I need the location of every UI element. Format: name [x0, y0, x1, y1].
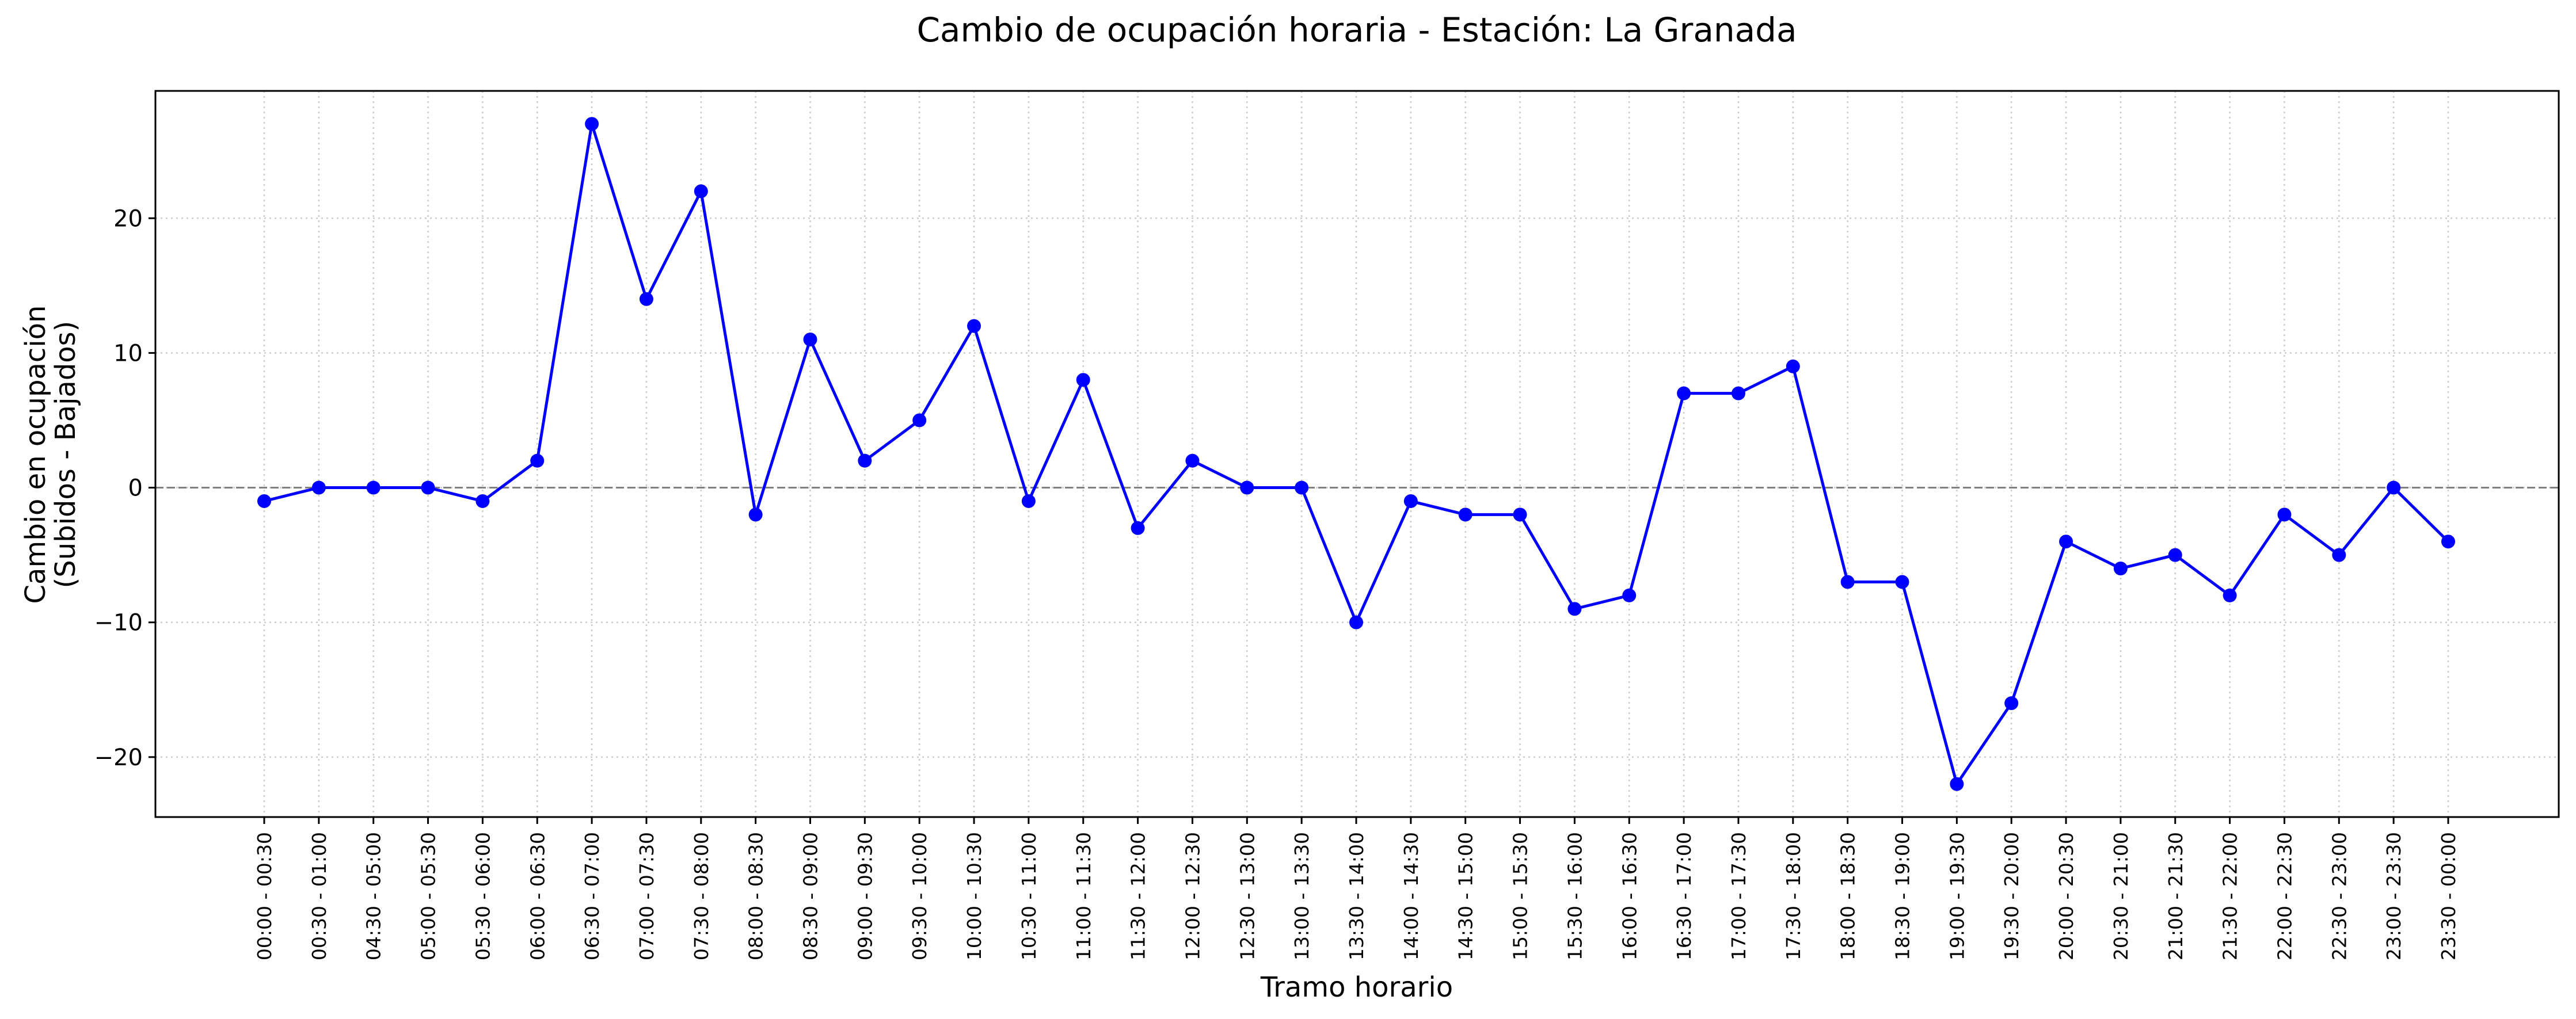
x-tick-label: 16:00 - 16:30	[1618, 832, 1641, 960]
x-tick-label: 14:30 - 15:00	[1455, 832, 1477, 960]
data-point	[1677, 386, 1691, 400]
x-tick-label: 08:00 - 08:30	[745, 832, 767, 960]
x-tick-label: 21:00 - 21:30	[2164, 832, 2187, 960]
data-point	[1240, 480, 1254, 495]
x-tick-label: 07:30 - 08:00	[690, 832, 713, 960]
x-tick-label: 23:00 - 23:30	[2383, 832, 2405, 960]
x-tick-label: 12:30 - 13:00	[1236, 832, 1258, 960]
data-point	[1786, 359, 1800, 373]
grid-layer	[155, 91, 2559, 817]
x-tick-label: 17:00 - 17:30	[1728, 832, 1750, 960]
chart-title: Cambio de ocupación horaria - Estación: …	[916, 10, 1797, 49]
x-tick-label: 15:30 - 16:00	[1563, 832, 1586, 960]
x-tick-label: 23:30 - 00:00	[2437, 832, 2460, 960]
data-point	[2277, 507, 2292, 522]
data-point	[1840, 575, 1855, 589]
x-tick-label: 10:00 - 10:30	[963, 832, 985, 960]
data-point	[1731, 386, 1745, 400]
x-tick-label: 13:00 - 13:30	[1291, 832, 1313, 960]
x-tick-label: 10:30 - 11:00	[1018, 832, 1040, 960]
x-tick-label: 11:30 - 12:00	[1127, 832, 1150, 960]
data-point	[1950, 777, 1964, 791]
y-axis-label-line-1: Cambio en ocupación	[20, 306, 52, 604]
x-tick-label: 16:30 - 17:00	[1673, 832, 1695, 960]
x-tick-label: 21:30 - 22:00	[2219, 832, 2242, 960]
x-tick-label: 15:00 - 15:30	[1509, 832, 1532, 960]
data-point	[1513, 507, 1527, 522]
data-point	[2223, 588, 2237, 602]
x-tick-label: 00:30 - 01:00	[308, 832, 330, 960]
series-layer	[257, 117, 2455, 791]
data-point	[1295, 480, 1309, 495]
x-tick-label: 05:00 - 05:30	[417, 832, 440, 960]
data-point	[475, 494, 490, 508]
data-point	[639, 292, 653, 306]
data-point	[912, 413, 927, 428]
data-point	[311, 480, 326, 495]
data-point	[585, 117, 599, 131]
data-point	[530, 453, 545, 468]
data-point	[1131, 521, 1145, 535]
x-tick-label: 00:00 - 00:30	[253, 832, 276, 960]
x-tick-label: 19:30 - 20:00	[2000, 832, 2023, 960]
x-tick-label: 18:00 - 18:30	[1837, 832, 1859, 960]
x-tick-label: 11:00 - 11:30	[1072, 832, 1095, 960]
data-point	[967, 319, 981, 333]
data-point	[1021, 494, 1036, 508]
y-tick-label: −20	[94, 745, 143, 771]
x-tick-label: 04:30 - 05:00	[363, 832, 385, 960]
data-point	[1567, 602, 1582, 616]
data-point	[803, 332, 817, 346]
data-point	[2332, 548, 2346, 562]
data-point	[1895, 575, 1909, 589]
y-tick-label: 10	[113, 340, 143, 367]
x-tick-label: 22:30 - 23:00	[2328, 832, 2350, 960]
data-point	[257, 494, 271, 508]
y-tick-label: 0	[128, 475, 143, 502]
data-point	[2441, 535, 2455, 549]
x-tick-label: 06:30 - 07:00	[581, 832, 603, 960]
x-tick-label: 05:30 - 06:00	[471, 832, 494, 960]
data-point	[1403, 494, 1418, 508]
data-point	[858, 453, 872, 468]
x-tick-label: 12:00 - 12:30	[1181, 832, 1204, 960]
x-axis: 00:00 - 00:30 00:30 - 01:00 04:30 - 05:00 0…	[253, 817, 2460, 960]
x-tick-label: 06:00 - 06:30	[526, 832, 549, 960]
y-tick-label: −10	[94, 610, 143, 636]
data-point	[366, 480, 380, 495]
x-tick-label: 19:00 - 19:30	[1946, 832, 1968, 960]
x-tick-label: 13:30 - 14:00	[1345, 832, 1368, 960]
x-tick-label: 20:00 - 20:30	[2055, 832, 2077, 960]
data-point	[1076, 373, 1090, 387]
plot-frame	[154, 90, 2560, 818]
x-tick-label: 22:00 - 22:30	[2273, 832, 2296, 960]
y-axis-label: Cambio en ocupación (Subidos - Bajados)	[20, 306, 82, 604]
data-point	[1185, 453, 1200, 468]
x-tick-label: 09:30 - 10:00	[908, 832, 931, 960]
data-point	[2387, 480, 2401, 495]
y-tick-label: 20	[113, 205, 143, 232]
x-tick-label: 17:30 - 18:00	[1782, 832, 1805, 960]
data-point	[2004, 696, 2019, 711]
y-axis-label-line-2: (Subidos - Bajados)	[50, 321, 82, 589]
x-tick-label: 14:00 - 14:30	[1400, 832, 1422, 960]
x-tick-label: 08:30 - 09:00	[800, 832, 822, 960]
data-point	[1622, 588, 1637, 602]
y-axis: −20 −10 0 10 20	[94, 205, 155, 771]
data-point	[2059, 535, 2073, 549]
data-point	[2113, 562, 2128, 576]
data-point	[748, 507, 763, 522]
data-point	[2168, 548, 2182, 562]
data-point	[694, 184, 708, 199]
x-tick-label: 18:30 - 19:00	[1892, 832, 1914, 960]
x-axis-label: Tramo horario	[1260, 971, 1453, 1003]
x-tick-label: 20:30 - 21:00	[2110, 832, 2132, 960]
data-point	[421, 480, 435, 495]
x-tick-label: 07:00 - 07:30	[636, 832, 658, 960]
x-tick-label: 09:00 - 09:30	[854, 832, 876, 960]
data-point	[1458, 507, 1472, 522]
data-point	[1349, 615, 1363, 629]
